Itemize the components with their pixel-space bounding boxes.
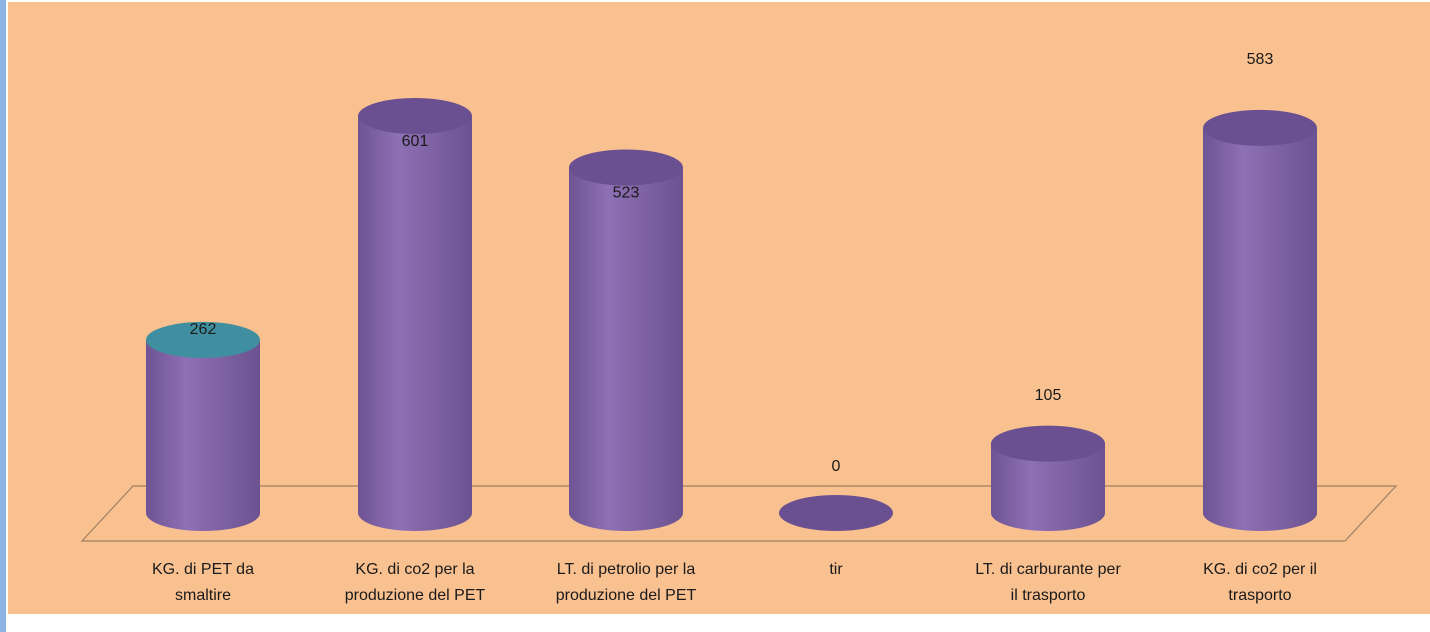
value-label: 583 <box>1247 51 1274 68</box>
bar-top <box>146 321 260 358</box>
bar-body <box>358 116 472 531</box>
category-label: LT. di petrolio per la <box>557 561 696 578</box>
category-label: trasporto <box>1228 587 1291 604</box>
bars-layer <box>146 98 1317 532</box>
category-label: KG. di co2 per il <box>1203 561 1317 578</box>
chart-left-border <box>0 0 6 632</box>
bar-body <box>991 443 1105 531</box>
bar-top <box>779 495 893 531</box>
bar-body <box>146 339 260 531</box>
chart-area: 262 KG. di PET da smaltire 601 KG. di co2 pe… <box>8 2 1430 614</box>
category-label: tir <box>829 561 843 578</box>
value-label: 601 <box>402 133 429 150</box>
labels-layer: 262 KG. di PET da smaltire 601 KG. di co2 pe… <box>152 51 1317 604</box>
value-label: 0 <box>832 458 841 475</box>
category-label: smaltire <box>175 587 231 604</box>
category-label: il trasporto <box>1011 587 1086 604</box>
bar-body <box>569 167 683 532</box>
bar-top <box>358 98 472 134</box>
value-label: 105 <box>1035 387 1062 404</box>
bar-top <box>991 425 1105 462</box>
chart-floor <box>80 485 1398 542</box>
category-label: produzione del PET <box>345 587 486 604</box>
bar-top <box>1203 109 1317 146</box>
category-label: LT. di carburante per <box>975 561 1121 578</box>
category-label: KG. di PET da <box>152 561 254 578</box>
value-label: 262 <box>190 321 217 338</box>
category-label: produzione del PET <box>556 587 697 604</box>
bar-body <box>1203 127 1317 531</box>
category-label: KG. di co2 per la <box>355 561 474 578</box>
cylinder-bar-chart: 262 KG. di PET da smaltire 601 KG. di co2 pe… <box>8 2 1430 614</box>
value-label: 523 <box>613 185 640 202</box>
bar-top <box>569 149 683 186</box>
